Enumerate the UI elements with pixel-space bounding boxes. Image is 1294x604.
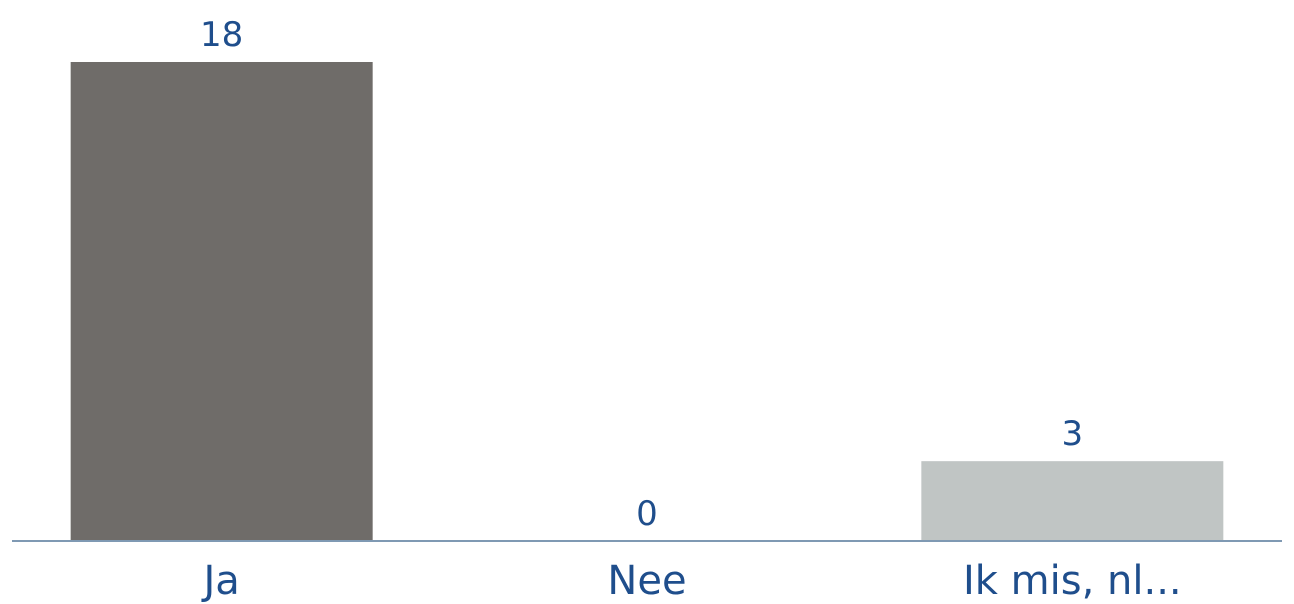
data-label-0: 18 — [200, 15, 243, 55]
data-label-2: 3 — [1062, 414, 1084, 454]
category-label-2: Ik mis, nl... — [963, 558, 1182, 604]
category-label-0: Ja — [201, 558, 240, 604]
data-label-1: 0 — [636, 494, 658, 534]
bar-2 — [921, 461, 1224, 541]
category-labels-group: Ja Nee Ik mis, nl... — [201, 558, 1182, 604]
bars-group — [70, 62, 1224, 541]
category-label-1: Nee — [607, 558, 686, 604]
bar-0 — [70, 62, 373, 541]
